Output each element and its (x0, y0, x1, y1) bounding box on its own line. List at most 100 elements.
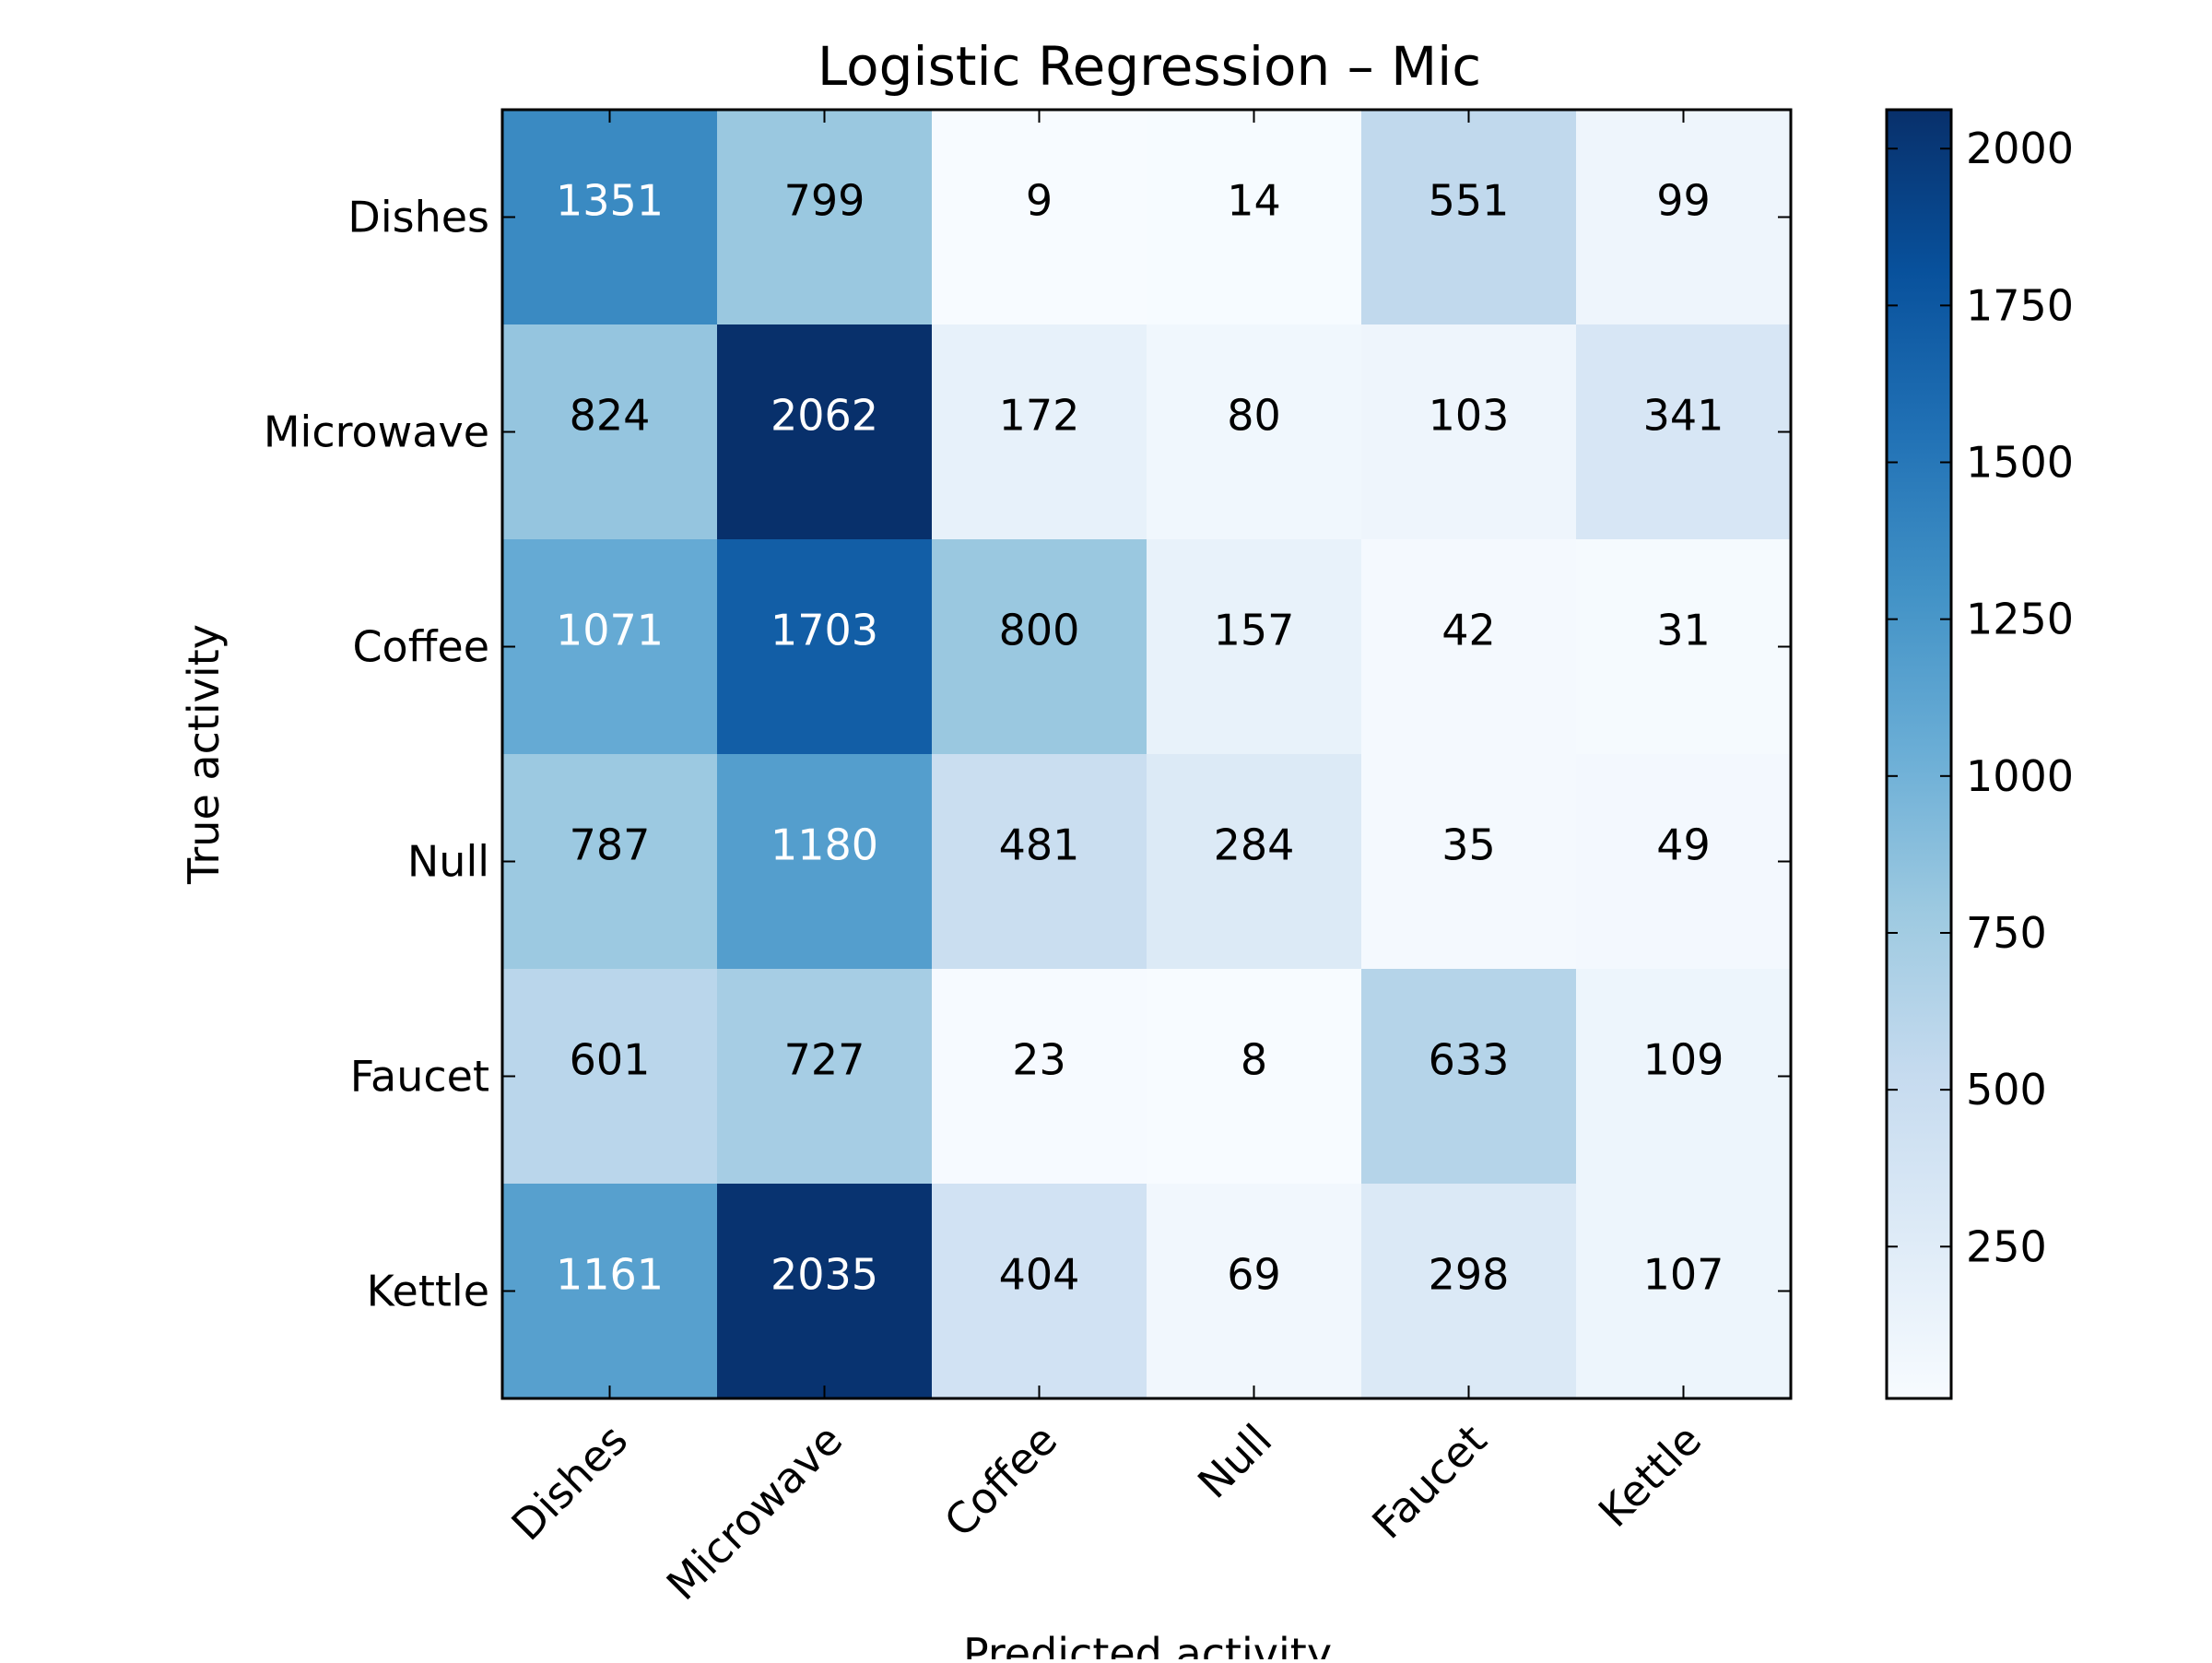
y-tick-label: Microwave (264, 407, 489, 457)
cell-value-label: 551 (1429, 176, 1510, 226)
heatmap-cell (502, 110, 718, 325)
cell-value-label: 8 (1241, 1035, 1267, 1085)
heatmap-cell (1147, 1184, 1362, 1399)
y-tick-label: Coffee (352, 622, 489, 672)
chart-title: Logistic Regression – Mic (818, 35, 1481, 98)
colorbar-tick-label: 250 (1966, 1221, 2047, 1271)
cell-value-label: 31 (1656, 606, 1711, 655)
cell-value-label: 42 (1441, 606, 1496, 655)
heatmap-cell (1361, 110, 1577, 325)
heatmap-cell (502, 324, 718, 540)
x-tick-label: Kettle (1589, 1415, 1711, 1537)
heatmap-cell (717, 1184, 933, 1399)
colorbar-tick-label: 1500 (1966, 438, 2074, 488)
heatmap-cell (717, 969, 933, 1185)
cell-value-label: 284 (1214, 820, 1295, 870)
heatmap-cell (932, 969, 1147, 1185)
heatmap-cell (717, 539, 933, 755)
cell-value-label: 99 (1656, 176, 1711, 226)
heatmap-cell (932, 539, 1147, 755)
heatmap-cell (502, 969, 718, 1185)
heatmap-cell (1576, 754, 1792, 970)
heatmap-cell (717, 110, 933, 325)
cell-value-label: 49 (1656, 820, 1711, 870)
cell-value-label: 633 (1429, 1035, 1510, 1085)
heatmap-cell (932, 110, 1147, 325)
y-tick-label: Kettle (367, 1267, 489, 1316)
plot-frame (500, 108, 1793, 1400)
cell-value-label: 157 (1214, 606, 1295, 655)
heatmap-cell (717, 324, 933, 540)
cell-value-label: 23 (1012, 1035, 1066, 1085)
cell-value-label: 824 (570, 391, 651, 441)
heatmap-cell (1576, 969, 1792, 1185)
heatmap-cell (717, 754, 933, 970)
heatmap-cell (1576, 324, 1792, 540)
cell-value-label: 2035 (771, 1250, 878, 1300)
cell-value-label: 787 (570, 820, 651, 870)
heatmap-cell (502, 1184, 718, 1399)
colorbar-tick-label: 1750 (1966, 280, 2074, 330)
cell-value-label: 341 (1643, 391, 1724, 441)
cell-value-label: 109 (1643, 1035, 1724, 1085)
x-axis-label: Predicted activity (963, 1629, 1332, 1659)
colorbar (1885, 108, 1953, 1400)
colorbar-tick-label: 1000 (1966, 751, 2074, 801)
cell-value-labels: 1351 799 9 14 551 99 824 2062 172 80 103 341 1071 170… (556, 176, 1724, 1300)
heatmap-cell (1147, 754, 1362, 970)
cell-value-label: 601 (570, 1035, 651, 1085)
cell-value-label: 481 (999, 820, 1080, 870)
x-tick-label: Dishes (501, 1415, 637, 1551)
colorbar-tick-label: 750 (1966, 908, 2047, 958)
cell-value-label: 1703 (771, 606, 878, 655)
cell-value-label: 172 (999, 391, 1080, 441)
cell-value-label: 103 (1429, 391, 1510, 441)
cell-value-label: 2062 (771, 391, 878, 441)
colorbar-ticks: 250 500 750 1000 1250 1500 1750 2000 (1887, 124, 2074, 1271)
heatmap-cell (1576, 110, 1792, 325)
colorbar-tick-label: 500 (1966, 1065, 2047, 1115)
y-tick-label: Dishes (347, 193, 489, 242)
cell-value-label: 9 (1026, 176, 1053, 226)
heatmap-cell (1361, 969, 1577, 1185)
heatmap-cell (932, 1184, 1147, 1399)
x-tick-label: Coffee (935, 1415, 1066, 1547)
heatmap-cell (1361, 324, 1577, 540)
heatmap-cell (502, 539, 718, 755)
cell-value-label: 1351 (556, 176, 664, 226)
cell-value-label: 404 (999, 1250, 1080, 1300)
x-tick-label: Faucet (1362, 1415, 1496, 1549)
heatmap-cell (502, 754, 718, 970)
heatmap-cell (932, 324, 1147, 540)
cell-value-label: 1180 (771, 820, 878, 870)
heatmap-cell (1361, 1184, 1577, 1399)
cell-value-label: 69 (1227, 1250, 1281, 1300)
heatmap-cell (1147, 324, 1362, 540)
y-axis-ticks: Dishes Microwave Coffee Null Faucet Kettle (264, 193, 1791, 1316)
x-tick-label: Microwave (657, 1415, 853, 1610)
cell-value-label: 298 (1429, 1250, 1510, 1300)
heatmap-cell (1147, 539, 1362, 755)
x-tick-label: Null (1188, 1415, 1281, 1508)
cell-value-label: 1161 (556, 1250, 664, 1300)
cell-value-label: 800 (999, 606, 1080, 655)
heatmap-cell (1147, 969, 1362, 1185)
cell-value-label: 35 (1441, 820, 1496, 870)
heatmap-cell (1576, 539, 1792, 755)
y-tick-label: Faucet (350, 1052, 489, 1102)
cell-value-label: 14 (1227, 176, 1281, 226)
heatmap-cell (1361, 754, 1577, 970)
heatmap-cells (502, 110, 1792, 1399)
cell-value-label: 727 (784, 1035, 865, 1085)
heatmap-cell (1361, 539, 1577, 755)
heatmap-cell (1576, 1184, 1792, 1399)
y-tick-label: Null (407, 837, 489, 887)
cell-value-label: 799 (784, 176, 865, 226)
y-axis-label: True activity (179, 624, 229, 885)
colorbar-tick-label: 1250 (1966, 595, 2074, 644)
cell-value-label: 1071 (556, 606, 664, 655)
cell-value-label: 107 (1643, 1250, 1724, 1300)
colorbar-tick-label: 2000 (1966, 124, 2074, 173)
